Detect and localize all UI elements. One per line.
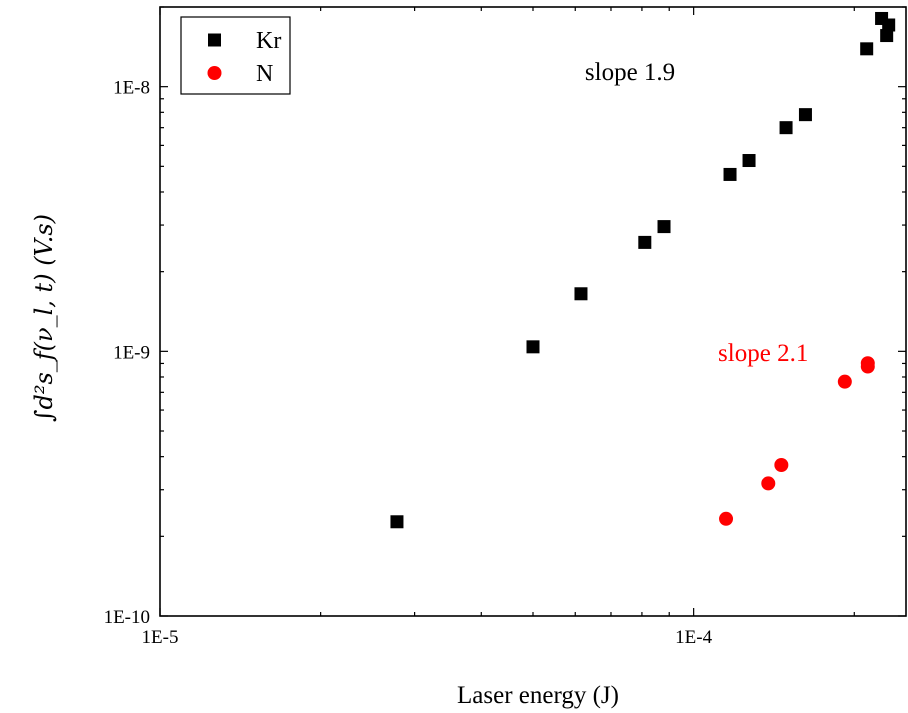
data-point-kr (880, 29, 894, 43)
legend-marker-n (207, 66, 222, 80)
data-point-kr (390, 515, 404, 529)
data-point-kr (657, 220, 671, 234)
legend-label-kr: Kr (256, 28, 281, 54)
legend-label-n: N (256, 61, 273, 87)
slope-annotation: slope 1.9 (585, 59, 675, 86)
data-point-n (860, 356, 875, 371)
plot-frame (159, 6, 907, 617)
data-point-kr (723, 167, 737, 181)
data-point-n (837, 374, 852, 389)
data-point-kr (742, 154, 756, 168)
data-point-kr (526, 340, 540, 354)
data-point-kr (860, 42, 874, 56)
y-axis-label-text: ∫d²s_f(ν_l, t) (V.s) (30, 214, 58, 422)
data-point-kr (574, 287, 588, 301)
data-point-n (719, 511, 734, 526)
y-tick-label: 1E-10 (104, 607, 150, 628)
plot-border (159, 6, 907, 617)
y-tick-label: 1E-9 (113, 342, 150, 363)
data-point-n (774, 457, 789, 472)
legend-box (180, 16, 291, 95)
data-point-kr (638, 235, 652, 249)
legend: Kr N (180, 16, 291, 95)
x-axis-label: Laser energy (J) (457, 682, 619, 709)
data-point-kr (798, 108, 812, 122)
data-point-kr (882, 18, 896, 32)
data-point-kr (779, 121, 793, 135)
data-marks (390, 11, 896, 529)
data-point-n (761, 476, 776, 491)
x-tick-label: 1E-5 (142, 627, 179, 648)
y-tick-label: 1E-8 (113, 78, 150, 99)
annotations: slope 1.9 slope 2.1 (585, 59, 808, 367)
x-tick-label: 1E-4 (675, 627, 712, 648)
slope-annotation: slope 2.1 (718, 340, 808, 367)
tick-labels: 1E-5 1E-4 1E-10 1E-9 1E-8 (104, 78, 713, 648)
legend-marker-kr (208, 33, 221, 47)
y-axis-label: ∫d²s_f(ν_l, t) (V.s) (30, 214, 58, 422)
axis-ticks (159, 6, 906, 617)
